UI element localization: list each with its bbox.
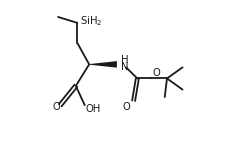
Text: O: O bbox=[153, 68, 160, 78]
Text: N: N bbox=[121, 62, 128, 72]
Text: O: O bbox=[53, 102, 61, 112]
Text: O: O bbox=[123, 102, 130, 112]
Text: OH: OH bbox=[86, 104, 101, 114]
Text: SiH$_2$: SiH$_2$ bbox=[80, 14, 102, 28]
Text: H: H bbox=[121, 55, 128, 65]
Polygon shape bbox=[89, 61, 117, 68]
